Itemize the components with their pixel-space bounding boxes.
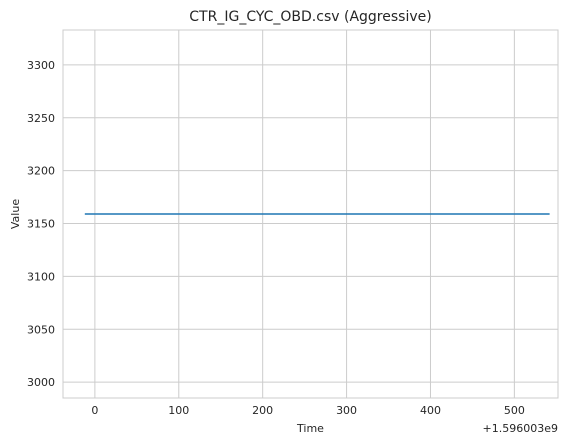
y-tick-labels: 3000 3050 3100 3150 3200 3250 3300 <box>27 59 55 389</box>
x-tick-label: 500 <box>504 404 525 417</box>
y-tick-label: 3200 <box>27 165 55 178</box>
plot-area-frame <box>62 29 559 399</box>
x-tick-label: 300 <box>336 404 357 417</box>
y-tick-label: 3000 <box>27 376 55 389</box>
y-tick-label: 3250 <box>27 112 55 125</box>
x-tick-label: 400 <box>420 404 441 417</box>
x-tick-label: 200 <box>252 404 273 417</box>
x-axis-label: Time <box>296 422 324 435</box>
y-tick-label: 3050 <box>27 323 55 336</box>
x-tick-labels: 0 100 200 300 400 500 <box>91 404 524 417</box>
chart-title: CTR_IG_CYC_OBD.csv (Aggressive) <box>189 9 431 25</box>
x-tick-label: 100 <box>168 404 189 417</box>
x-axis-offset-label: +1.596003e9 <box>483 422 558 435</box>
y-axis-label: Value <box>9 199 22 229</box>
x-tick-label: 0 <box>91 404 98 417</box>
y-tick-label: 3300 <box>27 59 55 72</box>
y-tick-label: 3150 <box>27 218 55 231</box>
y-tick-label: 3100 <box>27 270 55 283</box>
